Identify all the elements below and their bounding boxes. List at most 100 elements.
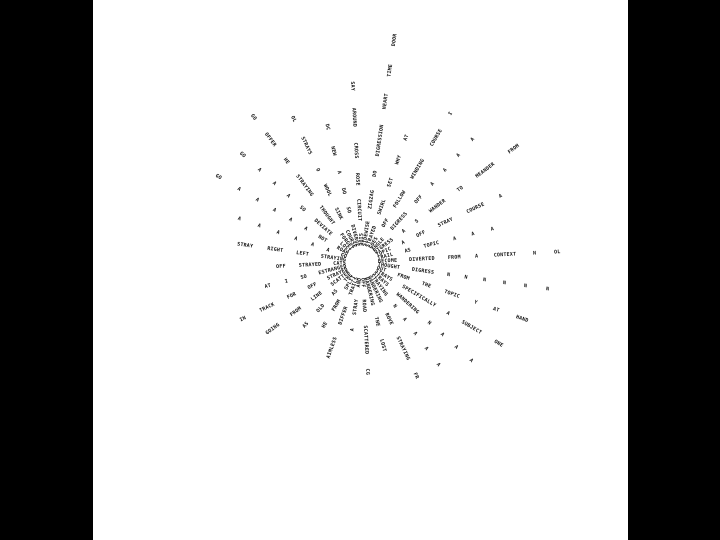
ray-word: FROM — [331, 299, 343, 313]
ray-word: HAND — [515, 314, 529, 324]
ray-word: WHY — [394, 154, 403, 165]
ray-word: A — [401, 239, 406, 246]
ray-word: A — [310, 242, 315, 249]
ray-word: SO — [345, 206, 352, 214]
ray-word: A — [445, 310, 451, 317]
ray-word: SIDE — [357, 233, 364, 246]
ray-word: A — [272, 207, 278, 214]
ray-word: N — [533, 250, 537, 256]
ray-word: A — [439, 332, 445, 339]
ray-word: A — [435, 362, 442, 368]
ray-word: STRAY — [352, 299, 360, 316]
ray-word: A — [442, 167, 449, 173]
ray-word: A — [412, 331, 419, 337]
ray-word: IN — [239, 315, 247, 323]
ray-word: A — [453, 344, 459, 351]
ray-word: GO — [214, 173, 223, 181]
ray-word: CONTEXT — [494, 251, 517, 258]
ray-word: GO — [340, 252, 348, 260]
ray-word: GOES — [368, 236, 380, 250]
ray-word: THOUGHT — [377, 262, 400, 271]
ray-word: FROM — [396, 272, 410, 282]
ray-word: AT — [264, 283, 272, 290]
ray-word: GO — [238, 151, 247, 160]
ray-word: A — [468, 358, 474, 365]
ray-word: A — [293, 236, 298, 243]
ray-word: A — [401, 228, 407, 235]
ray-word: OFF — [413, 194, 424, 205]
ray-word: N — [546, 286, 550, 292]
ray-word: DC — [324, 123, 331, 131]
ray-word: AT — [403, 134, 411, 142]
ray-word: N — [426, 320, 432, 327]
ray-word: TOPIC — [423, 240, 440, 250]
ray-word: OFF — [381, 217, 391, 228]
ray-word: OUT — [376, 265, 387, 274]
ray-word: AROUND — [350, 108, 357, 128]
ray-word: SAY — [349, 81, 355, 91]
ray-word: GO — [249, 113, 258, 122]
ray-word: FROM — [448, 254, 461, 261]
ray-word: STRAYED — [299, 262, 322, 269]
ray-word: AT — [492, 306, 500, 314]
ray-word: A — [257, 223, 262, 230]
ray-word: FR — [412, 372, 421, 381]
ray-word: Y — [473, 299, 478, 306]
ray-word: A — [303, 226, 309, 233]
ray-word: DIVERTED — [409, 256, 435, 263]
ray-word: A — [336, 170, 343, 175]
ray-word: DO — [372, 170, 379, 177]
ray-word: DIGRESSION — [375, 124, 386, 157]
ray-word: A — [236, 186, 242, 193]
ray-word: CIRCUIT — [355, 199, 362, 222]
ray-word: AS — [404, 247, 412, 254]
ray-word: A — [490, 226, 495, 233]
white-canvas — [93, 0, 628, 540]
ray-word: SCATTERED — [362, 325, 370, 354]
ray-word: NOT — [317, 234, 328, 244]
ray-word: I — [284, 278, 289, 285]
ray-word: OL — [554, 249, 561, 255]
ray-word: THE — [373, 316, 381, 327]
ray-word: STRAYING — [320, 254, 346, 264]
ray-word: HE — [282, 157, 291, 166]
ray-word: OFF — [415, 230, 426, 240]
ray-word: SO — [298, 205, 307, 214]
ray-word: ROSE — [354, 173, 361, 186]
ray-word: AS — [301, 321, 310, 330]
ray-word: TIME — [386, 64, 394, 78]
ray-word: A — [455, 152, 462, 158]
ray-word: THE — [421, 281, 432, 290]
ray-word: TO — [456, 185, 465, 194]
ray-word: NEW — [329, 146, 337, 158]
ray-word: OFF — [307, 281, 318, 291]
ray-word: DIVERGE — [349, 224, 360, 247]
ray-word: A — [401, 317, 408, 323]
ray-word: A — [325, 247, 330, 254]
ray-word: ROAD — [360, 299, 367, 312]
ray-word: S — [414, 218, 420, 225]
ray-word: DOOR — [391, 32, 399, 46]
ray-word: ONE — [493, 339, 504, 349]
ray-word: A — [237, 216, 242, 223]
ray-word: RIGHT — [267, 246, 284, 254]
ray-word: ROVE — [383, 312, 394, 326]
ray-word: I — [447, 111, 454, 117]
ray-word: THE — [343, 272, 354, 283]
ray-word: A — [285, 193, 291, 200]
ray-word: N — [391, 303, 398, 309]
ray-word: N — [447, 272, 451, 278]
ray-word: A — [429, 181, 436, 187]
ray-word: N — [483, 277, 487, 283]
ray-word: FOR — [286, 291, 298, 301]
ray-word: N — [502, 280, 506, 286]
ray-word: A — [276, 230, 281, 237]
ray-word: OFF — [276, 263, 286, 269]
ray-word: HEART — [382, 93, 390, 110]
ray-word: A — [470, 136, 477, 142]
ray-word: CROSS — [352, 142, 359, 158]
ray-word: SWIRL — [376, 198, 387, 215]
ray-word: LEFT — [296, 250, 310, 258]
ray-word: A — [288, 217, 294, 224]
ray-word: ROAM — [335, 245, 349, 257]
